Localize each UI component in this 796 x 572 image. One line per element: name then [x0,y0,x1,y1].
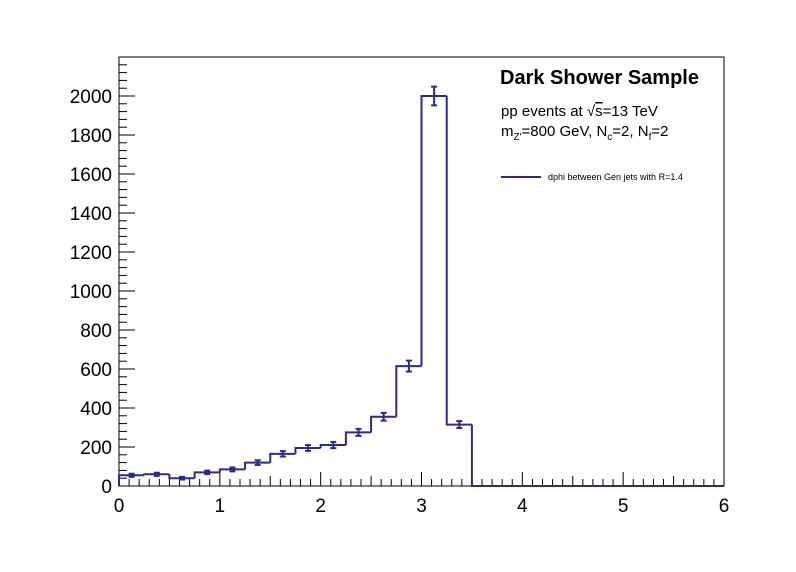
x-axis: 0 1 2 3 4 5 6 [114,472,730,517]
histogram-bin [470,424,724,487]
histogram-bin [168,474,195,480]
y-tick-label: 800 [80,321,112,342]
x-tick-label: 6 [719,496,730,517]
y-tick-label: 1400 [70,204,112,225]
x-tick-label: 1 [215,496,226,517]
histogram-bin [420,95,447,367]
x-tick-label: 4 [517,496,528,517]
info-nc-value: =2, N [612,123,648,140]
histogram-bin [294,446,321,454]
histogram-bin [370,415,397,433]
info-nf-subscript: f [649,132,652,143]
y-tick-label: 2000 [70,87,112,108]
error-bar [254,459,261,466]
error-bar [153,471,160,477]
error-bar [305,444,312,452]
y-tick-label: 1600 [70,165,112,186]
histogram-bin [445,96,472,426]
y-axis: 0 200 400 600 800 1000 1200 1400 1600 1800 2000 [70,56,135,498]
chart-title: Dark Shower Sample [500,67,699,89]
error-bar [380,411,387,422]
error-bar [128,472,135,478]
histogram-bin [143,473,170,476]
histogram-series [118,95,724,487]
error-bar [204,469,211,476]
histogram-bin [319,444,346,448]
info-line-parameters: mZ'=800 GeV, Nc=2, Nf=2 [501,123,668,143]
info-energy-prefix: pp events at [501,103,587,120]
error-bar [456,420,463,430]
info-energy-suffix: =13 TeV [603,103,658,120]
info-nc-subscript: c [607,132,612,143]
error-bar [229,466,236,473]
histogram-bin [193,471,220,479]
info-line-energy: pp events at √s=13 TeV [501,103,658,120]
info-mass-symbol: m [501,123,514,140]
y-tick-label: 400 [80,399,112,420]
y-tick-label: 1000 [70,282,112,303]
sqrt-symbol: √ [587,103,596,120]
x-tick-label: 0 [114,496,125,517]
histogram-bin [244,461,271,470]
error-bar [279,450,286,458]
info-mass-subscript: Z' [514,132,522,143]
x-tick-label: 5 [618,496,629,517]
error-bar [431,85,438,107]
y-tick-label: 200 [80,438,112,459]
info-energy-s: s [595,103,603,120]
y-tick-label: 0 [101,477,112,498]
histogram-bin [269,452,296,463]
y-tick-label: 600 [80,360,112,381]
y-tick-label: 1200 [70,243,112,264]
histogram-bin [118,474,145,486]
error-bar [330,440,337,450]
y-tick-label: 1800 [70,126,112,147]
legend: dphi between Gen jets with R=1.4 [501,172,683,182]
x-tick-label: 2 [315,496,326,517]
x-tick-label: 3 [416,496,427,517]
histogram-bin [218,468,246,473]
info-nf-value: =2 [651,123,668,140]
info-mass-value: =800 GeV, N [522,123,608,140]
histogram-bin [395,365,422,417]
error-bar [405,359,412,373]
legend-label: dphi between Gen jets with R=1.4 [548,172,683,182]
error-bar [179,475,186,481]
error-bar [355,427,362,437]
histogram-bin [344,431,372,446]
error-bars [128,85,463,481]
